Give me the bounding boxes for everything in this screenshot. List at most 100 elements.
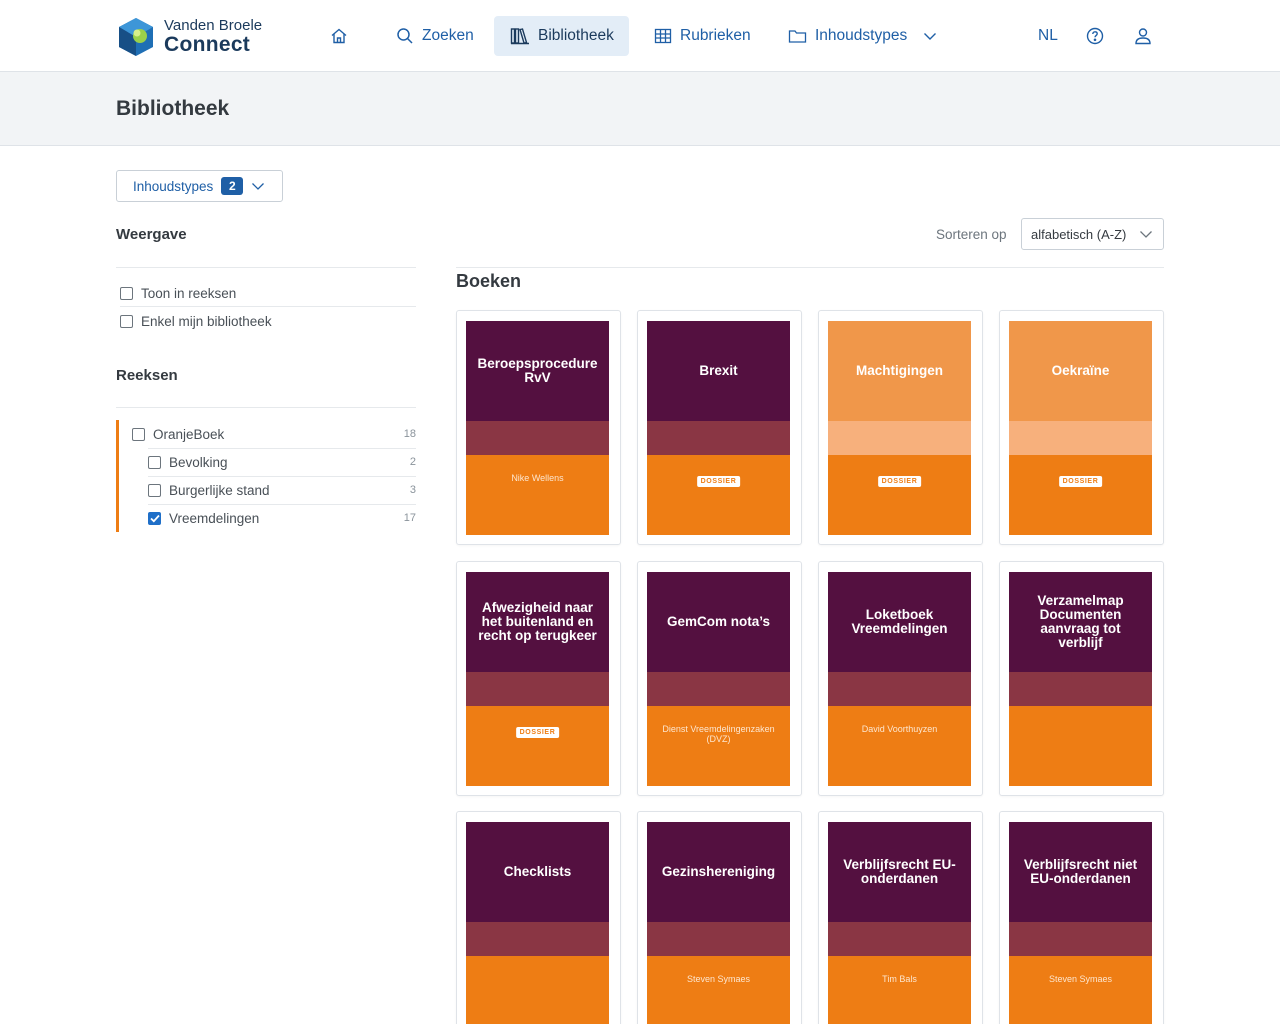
book-title: Oekraïne [1051,362,1110,378]
book-author: Dienst Vreemdelingenzaken (DVZ) [662,724,775,745]
book-card[interactable]: Verblijfsrecht EU-onderdanen Tim Bals [818,811,983,1024]
help-icon [1086,27,1104,45]
series-count: 17 [403,512,416,524]
book-cover: Brexit DOSSIER [647,321,790,535]
nav-library-label: Bibliotheek [538,27,614,44]
book-cover: Verblijfsrecht EU-onderdanen Tim Bals [828,822,971,1024]
nav-content-types-label: Inhoudstypes [815,27,908,44]
sort-value: alfabetisch (A-Z) [1031,226,1127,242]
brand-name: Vanden Broele [164,17,263,34]
series-label: Vreemdelingen [169,511,260,526]
checkbox[interactable] [120,287,133,300]
book-cover: Checklists [466,822,609,1024]
sort-select[interactable]: alfabetisch (A-Z) [1021,218,1164,250]
book-card[interactable]: Verzamelmap Documenten aanvraag tot verb… [999,561,1164,796]
folder-icon [788,30,807,43]
divider [120,306,416,307]
page-header: Bibliotheek [0,72,1280,146]
dossier-badge: DOSSIER [877,476,922,487]
sort-label: Sorteren op [936,227,1007,242]
option-show-in-series[interactable]: Toon in reeksen [120,286,236,301]
option-only-my-library[interactable]: Enkel mijn bibliotheek [120,314,272,329]
language-switch[interactable]: NL [1024,16,1072,56]
divider [148,504,416,505]
book-author: Nike Wellens [511,473,564,483]
language-label: NL [1038,27,1058,44]
book-card[interactable]: Beroepsprocedure RvV Nike Wellens [456,310,621,545]
book-cover: Loketboek Vreemdelingen David Voorthuyze… [828,572,971,786]
series-item-burgerlijke-stand[interactable]: Burgerlijke stand [148,483,270,498]
option-label: Toon in reeksen [141,286,237,301]
chevron-down-icon [924,33,937,40]
book-author: Tim Bals [882,974,917,984]
book-author: Steven Symaes [1048,974,1113,984]
option-label: Enkel mijn bibliotheek [141,314,272,329]
book-title: Verblijfsrecht EU-onderdanen [843,856,956,886]
book-card[interactable]: Oekraïne DOSSIER [999,310,1164,545]
series-accent-bar [116,420,119,532]
book-author: David Voorthuyzen [861,724,938,734]
book-card[interactable]: Gezinshereniging Steven Symaes [637,811,802,1024]
series-label: OranjeBoek [153,427,225,442]
series-count: 18 [403,428,416,440]
series-heading: Reeksen [116,367,178,384]
series-item-bevolking[interactable]: Bevolking [148,455,228,470]
nav-sections[interactable]: Rubrieken [638,16,767,56]
content-types-filter-label: Inhoudstypes [133,178,214,194]
grid-icon [654,28,672,44]
series-count: 2 [409,456,416,468]
user-account-button[interactable] [1124,16,1162,56]
help-button[interactable] [1076,16,1114,56]
dossier-badge: DOSSIER [696,476,741,487]
series-item-oranjeboek[interactable]: OranjeBoek [132,427,224,442]
top-navigation: Vanden Broele Connect Zoeken Bibliotheek… [0,0,1280,72]
book-title: Afwezigheid naar het buitenland en recht… [478,599,597,644]
divider [456,267,1164,268]
book-card[interactable]: Machtigingen DOSSIER [818,310,983,545]
nav-library[interactable]: Bibliotheek [494,16,629,56]
nav-search[interactable]: Zoeken [380,16,490,56]
book-title: Loketboek Vreemdelingen [851,606,948,636]
series-item-vreemdelingen[interactable]: Vreemdelingen [148,511,259,526]
book-cover: Gezinshereniging Steven Symaes [647,822,790,1024]
nav-content-types[interactable]: Inhoudstypes [772,16,953,56]
book-card[interactable]: Verblijfsrecht niet EU-onderdanen Steven… [999,811,1164,1024]
checkbox[interactable] [132,428,145,441]
book-cover: Verzamelmap Documenten aanvraag tot verb… [1009,572,1152,786]
content-types-filter[interactable]: Inhoudstypes 2 [116,170,283,202]
checkbox-checked[interactable] [148,512,161,525]
book-cover: Oekraïne DOSSIER [1009,321,1152,535]
library-icon [510,28,529,45]
divider [148,448,416,449]
chevron-down-icon [1140,231,1152,238]
book-title: Gezinshereniging [661,863,776,879]
series-label: Bevolking [169,455,228,470]
book-card[interactable]: Loketboek Vreemdelingen David Voorthuyze… [818,561,983,796]
book-cover: Machtigingen DOSSIER [828,321,971,535]
brand-product: Connect [164,33,251,56]
book-cover: Beroepsprocedure RvV Nike Wellens [466,321,609,535]
series-count: 3 [409,484,416,496]
checkbox[interactable] [148,456,161,469]
logo-mark-icon [119,18,153,56]
divider [116,407,416,408]
checkbox[interactable] [148,484,161,497]
chevron-down-icon [252,183,265,190]
nav-home[interactable] [320,16,358,56]
nav-sections-label: Rubrieken [680,27,751,44]
page-title: Bibliotheek [116,97,230,120]
book-title: GemCom nota’s [666,613,771,629]
book-title: Beroepsprocedure RvV [477,355,598,385]
checkbox[interactable] [120,315,133,328]
book-card[interactable]: Checklists [456,811,621,1024]
search-icon [397,28,413,44]
book-card[interactable]: Brexit DOSSIER [637,310,802,545]
divider [116,267,416,268]
books-heading: Boeken [456,271,522,291]
brand-logo[interactable]: Vanden Broele Connect [116,16,276,58]
checkmark-icon [149,514,160,523]
dossier-badge: DOSSIER [515,727,560,738]
book-title: Verzamelmap Documenten aanvraag tot verb… [1037,592,1124,651]
book-card[interactable]: GemCom nota’s Dienst Vreemdelingenzaken … [637,561,802,796]
book-card[interactable]: Afwezigheid naar het buitenland en recht… [456,561,621,796]
